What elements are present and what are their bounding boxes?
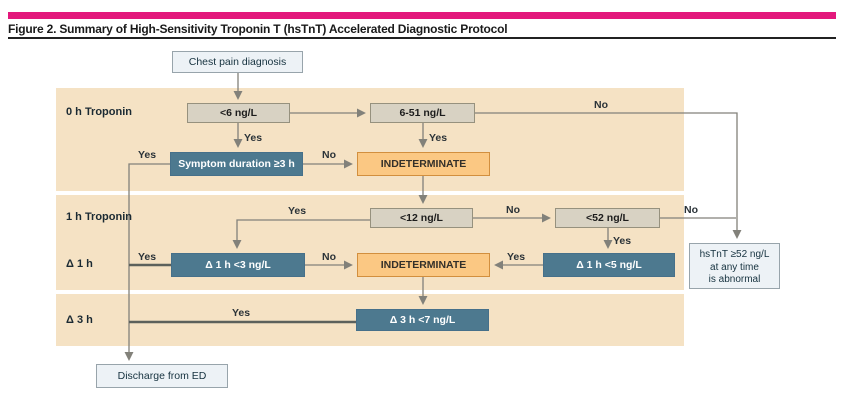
- edge-label-yes-lt6: Yes: [244, 132, 262, 144]
- title-rule: [8, 37, 836, 39]
- node-0h-6-51: 6-51 ng/L: [370, 103, 475, 123]
- edge-label-yes-symptom: Yes: [138, 149, 156, 161]
- node-discharge-from-ed: Discharge from ED: [96, 364, 228, 388]
- row-label-delta-3h: Δ 3 h: [66, 314, 93, 326]
- node-delta3h-lt7: Δ 3 h <7 ng/L: [356, 309, 489, 331]
- row-label-1h-troponin: 1 h Troponin: [66, 211, 132, 223]
- edge-label-no-lt12: No: [506, 204, 520, 216]
- edge-label-no-lt52: No: [684, 204, 698, 216]
- node-1h-lt52: <52 ng/L: [555, 208, 660, 228]
- edge-label-yes-lt52: Yes: [613, 235, 631, 247]
- node-1h-lt12: <12 ng/L: [370, 208, 473, 228]
- edge-label-yes-delta1h3: Yes: [138, 251, 156, 263]
- node-delta1h-lt5: Δ 1 h <5 ng/L: [543, 253, 675, 277]
- row-label-delta-1h: Δ 1 h: [66, 258, 93, 270]
- edge-label-yes-651: Yes: [429, 132, 447, 144]
- node-abnormal-note: hsTnT ≥52 ng/L at any time is abnormal: [689, 243, 780, 289]
- edge-yes-rail-to-discharge: [124, 163, 170, 361]
- row-label-0h-troponin: 0 h Troponin: [66, 106, 132, 118]
- figure-title: Figure 2. Summary of High-Sensitivity Tr…: [8, 22, 508, 36]
- edge-label-no-symptom: No: [322, 149, 336, 161]
- edge-label-no-delta1h3: No: [322, 251, 336, 263]
- node-indeterminate-1: INDETERMINATE: [357, 152, 490, 176]
- row-separator-2: [56, 290, 684, 294]
- edge-label-no-651: No: [594, 99, 608, 111]
- edge-651-no-to-abnormal: [475, 112, 742, 239]
- edge-label-yes-delta1h5: Yes: [507, 251, 525, 263]
- edge-label-yes-lt12: Yes: [288, 205, 306, 217]
- node-indeterminate-2: INDETERMINATE: [357, 253, 490, 277]
- node-chest-pain-diagnosis: Chest pain diagnosis: [172, 51, 303, 73]
- node-symptom-duration: Symptom duration ≥3 h: [170, 152, 303, 176]
- edge-lt12-yes-to-delta1h3: [232, 219, 370, 249]
- row-separator-1: [56, 191, 684, 195]
- node-0h-lt6: <6 ng/L: [187, 103, 290, 123]
- node-delta1h-lt3: Δ 1 h <3 ng/L: [171, 253, 305, 277]
- accent-bar: [8, 12, 836, 19]
- edge-label-yes-delta3h7: Yes: [232, 307, 250, 319]
